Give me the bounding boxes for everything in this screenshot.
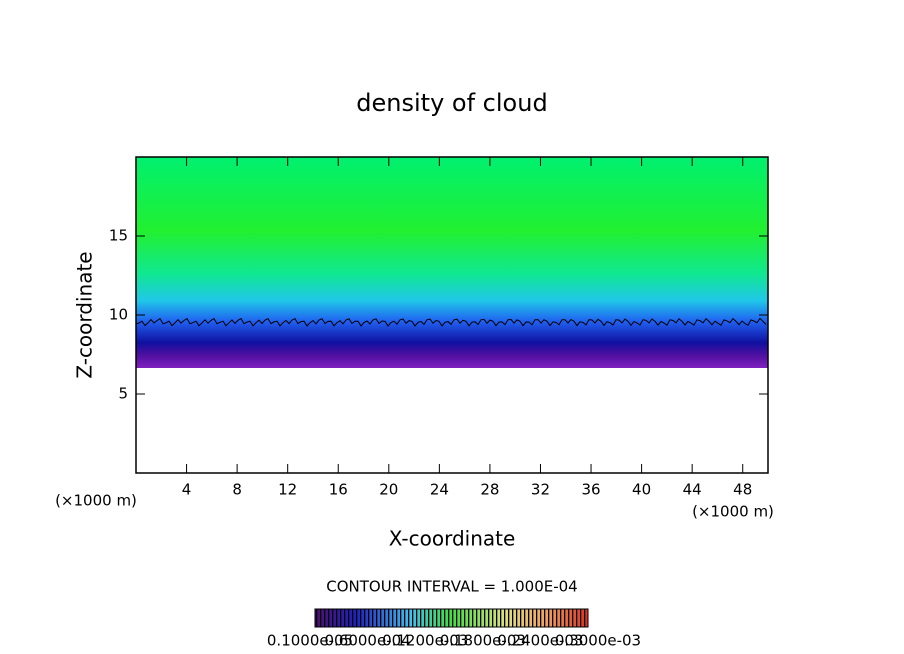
density-field bbox=[136, 157, 768, 368]
contour-interval: CONTOUR INTERVAL = 1.000E-04 bbox=[326, 578, 577, 596]
x-axis-label: X-coordinate bbox=[389, 527, 516, 551]
colorbar-label: 0.2400e-03 bbox=[497, 632, 583, 650]
y-tick-label: 15 bbox=[109, 227, 128, 245]
colorbar-label: 0.1200e-03 bbox=[382, 632, 468, 650]
x-tick-label: 44 bbox=[683, 481, 702, 499]
y-tick-label: 10 bbox=[109, 306, 128, 324]
x-tick-label: 48 bbox=[733, 481, 752, 499]
x-unit: (×1000 m) bbox=[55, 492, 137, 510]
y-tick-label: 5 bbox=[118, 385, 128, 403]
colorbar-label: 0.1000e-05 bbox=[267, 632, 353, 650]
chart-title: density of cloud bbox=[356, 89, 547, 117]
colorbar-label: 0.6000e-04 bbox=[324, 632, 410, 650]
x-tick-label: 24 bbox=[430, 481, 449, 499]
contour-line bbox=[135, 317, 767, 327]
x-tick-label: 16 bbox=[329, 481, 348, 499]
x-tick-label: 4 bbox=[182, 481, 192, 499]
x-tick-label: 32 bbox=[531, 481, 550, 499]
colorbar-label: 0.3000e-03 bbox=[555, 632, 641, 650]
y-unit: (×1000 m) bbox=[692, 503, 774, 521]
colorbar-stripes bbox=[314, 608, 589, 628]
x-tick-label: 12 bbox=[278, 481, 297, 499]
x-tick-label: 20 bbox=[379, 481, 398, 499]
x-tick-label: 28 bbox=[480, 481, 499, 499]
x-tick-label: 36 bbox=[581, 481, 600, 499]
y-axis-label: Z-coordinate bbox=[73, 251, 97, 378]
x-tick-label: 8 bbox=[232, 481, 242, 499]
x-tick-label: 40 bbox=[632, 481, 651, 499]
colorbar-label: 0.1800e-03 bbox=[440, 632, 526, 650]
